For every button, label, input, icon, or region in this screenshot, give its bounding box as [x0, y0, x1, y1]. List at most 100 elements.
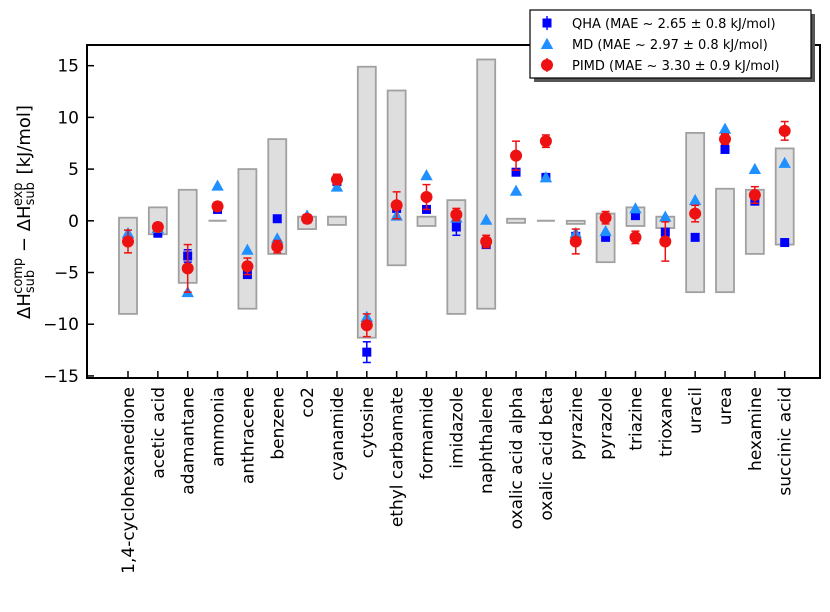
y-axis-label: ΔHsubcomp − ΔHsubexp[kJ/mol] — [11, 105, 38, 319]
x-tick-label: pyrazine — [567, 387, 587, 460]
x-tick-label: ammonia — [209, 387, 229, 467]
x-tick-label: oxalic acid alpha — [507, 387, 527, 529]
x-tick-label: oxalic acid beta — [537, 387, 557, 521]
exp-uncertainty-box — [416, 215, 437, 227]
qha-point — [362, 347, 372, 357]
qha-point — [601, 232, 611, 242]
exp-uncertainty-box — [356, 65, 377, 339]
y-tick-label: −10 — [43, 315, 79, 335]
md-point — [480, 213, 493, 225]
md-point — [778, 156, 791, 168]
x-tick-label: uracil — [686, 387, 706, 434]
pimd-point — [778, 124, 791, 137]
y-tick-label: −15 — [43, 367, 79, 387]
md-point — [629, 202, 642, 214]
qha-point — [720, 144, 730, 154]
exp-uncertainty-box — [267, 138, 288, 255]
x-tick-label: formamide — [418, 387, 438, 480]
md-point — [688, 193, 702, 206]
md-point — [330, 180, 344, 192]
pimd-point — [480, 235, 493, 248]
md-legend-label: MD (MAE ~ 2.97 ± 0.8 kJ/mol) — [572, 38, 768, 53]
qha-point — [153, 228, 163, 238]
md-point — [539, 171, 553, 183]
pimd-point — [420, 191, 433, 204]
pimd-point — [181, 262, 194, 275]
qha-legend-marker — [542, 18, 552, 28]
exp-uncertainty-box — [386, 89, 407, 267]
pimd-point — [629, 231, 642, 244]
pimd-point — [599, 211, 612, 224]
x-tick-label: benzene — [268, 387, 288, 460]
pimd-point — [330, 173, 343, 186]
x-tick-label: trioxane — [656, 387, 676, 457]
pimd-point — [151, 221, 164, 234]
pimd-point — [271, 240, 284, 253]
pimd-point — [450, 208, 463, 221]
x-tick-label: co2 — [298, 387, 318, 418]
exp-uncertainty-box — [565, 219, 586, 225]
pimd-point — [390, 199, 403, 212]
pimd-point — [360, 319, 373, 332]
exp-uncertainty-boxes — [118, 58, 795, 339]
md-point — [718, 122, 732, 134]
exp-uncertainty-box — [476, 58, 497, 310]
pimd-point — [719, 133, 731, 146]
y-label-prefix: ΔH — [14, 293, 35, 319]
y-axis: −15 −10 −5 0 5 10 15 — [43, 57, 94, 387]
x-tick-label: cytosine — [358, 387, 378, 458]
pimd-point — [569, 235, 582, 248]
y-label-sub2: sub — [23, 182, 38, 205]
x-tick-label: imidazole — [447, 387, 467, 469]
y-tick-label: 0 — [68, 212, 79, 232]
exp-uncertainty-box — [506, 217, 526, 224]
md-point — [509, 184, 523, 196]
legend-box — [529, 9, 812, 79]
data-markers — [121, 120, 791, 364]
pimd-point — [539, 135, 552, 148]
x-tick-label: urea — [716, 387, 736, 425]
x-tick-label: cyanamide — [328, 387, 348, 481]
x-tick-label: succinic acid — [776, 387, 796, 496]
x-tick-label: hexamine — [746, 387, 766, 471]
qha-point — [780, 238, 790, 248]
plot-frame — [86, 44, 821, 379]
pimd-point — [748, 188, 761, 201]
y-label-sub1: sub — [23, 270, 38, 293]
pimd-legend-marker — [541, 59, 553, 71]
x-tick-label: adamantane — [179, 387, 199, 495]
pimd-point — [301, 212, 314, 225]
y-tick-label: 5 — [68, 160, 79, 180]
pimd-point — [659, 235, 672, 248]
md-point — [420, 169, 433, 181]
y-tick-label: 10 — [57, 108, 79, 128]
x-tick-label: 1,4-cyclohexanedione — [119, 387, 139, 574]
pimd-point — [241, 260, 254, 273]
x-tick-label: naphthalene — [477, 387, 497, 494]
qha-point — [272, 214, 282, 224]
exp-uncertainty-box — [715, 187, 735, 294]
legend: QHA (MAE ~ 2.65 ± 0.8 kJ/mol) MD (MAE ~ 2… — [529, 9, 815, 82]
qha-point — [630, 211, 640, 221]
y-tick-label: −5 — [54, 264, 79, 284]
y-tick-label: 15 — [57, 57, 79, 77]
x-axis: 1,4-cyclohexanedione acetic acid adamantan… — [119, 371, 796, 574]
md-point — [241, 243, 254, 255]
x-tick-label: pyrazole — [597, 387, 617, 460]
pimd-point — [122, 235, 134, 248]
qha-point — [690, 232, 700, 242]
qha-legend-label: QHA (MAE ~ 2.65 ± 0.8 kJ/mol) — [572, 17, 776, 32]
x-tick-label: triazine — [626, 387, 646, 451]
md-point — [599, 224, 612, 237]
y-label-sup2: exp — [11, 182, 26, 206]
md-point — [211, 179, 224, 191]
x-tick-label: anthracene — [238, 387, 258, 484]
pimd-point — [510, 149, 523, 162]
y-label-minus: − ΔH — [14, 205, 35, 257]
md-point — [748, 162, 762, 175]
y-label-units: [kJ/mol] — [14, 105, 35, 174]
x-tick-label: acetic acid — [149, 387, 169, 479]
x-tick-label: ethyl carbamate — [388, 387, 408, 527]
md-legend-marker — [540, 37, 554, 49]
